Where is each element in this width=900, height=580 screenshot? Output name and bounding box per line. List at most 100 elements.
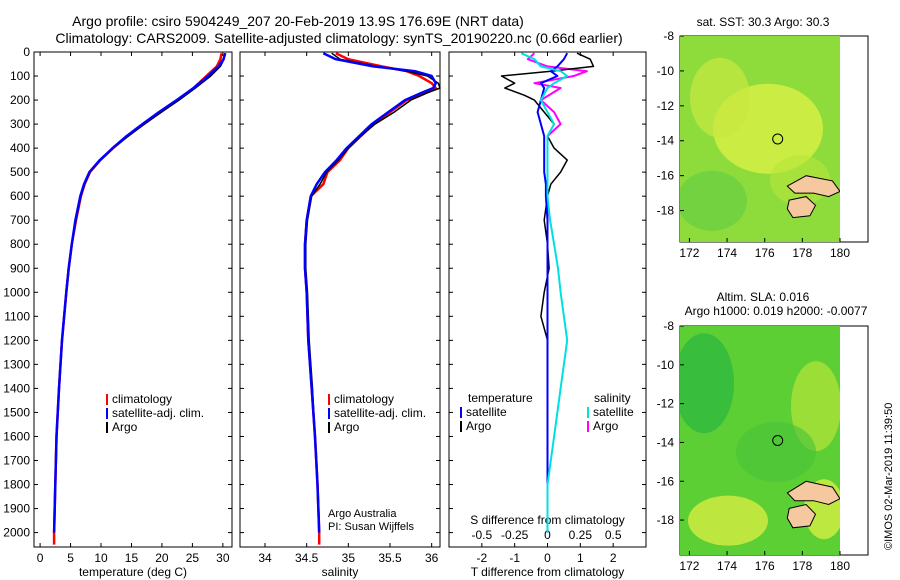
sla-ytick-label: -12 [657, 397, 675, 411]
temperature-xtick-label: 20 [155, 551, 169, 565]
timestamp-stamp: ©IMOS 02-Mar-2019 11:39:50 [883, 403, 895, 550]
temperature-xtick-label: 5 [67, 551, 74, 565]
sst-ytick-label: -8 [663, 29, 674, 43]
difference-xtick-label: 1 [577, 551, 584, 565]
sla-xtick-label: 174 [717, 559, 737, 573]
sst-ytick-label: -14 [657, 134, 675, 148]
sst-xtick-label: 180 [830, 246, 850, 260]
salinity-xlabel: salinity [322, 565, 359, 579]
legend-title-salinity: salinity [594, 391, 631, 405]
difference-xtick-label: -1 [509, 551, 520, 565]
legend-label-sal-sat: satellite-adj. clim. [334, 406, 426, 420]
sla-map-panel: -8 -10 -12 -14 -16 -18 172 174 176 178 180 Altim. S… [657, 290, 869, 573]
sla-ytick-label: -18 [657, 513, 675, 527]
sst-field [680, 36, 840, 242]
salinity-diff-tick-label: 0 [544, 528, 551, 542]
sla-ytick-label: -16 [657, 474, 675, 488]
depth-tick-label: 1900 [3, 502, 30, 516]
sla-land-0 [786, 480, 840, 506]
legend-label-temp-sat: satellite-adj. clim. [112, 406, 204, 420]
sst-xtick-label: 172 [679, 246, 699, 260]
title-line2: Climatology: CARS2009. Satellite-adjuste… [55, 30, 622, 46]
sst-land-1 [786, 196, 817, 219]
legend-title-temperature: temperature [468, 391, 533, 405]
sla-profile-location-marker [772, 435, 784, 446]
salinity-diff-satellite-line [520, 52, 569, 533]
sla-xtick-label: 172 [679, 559, 699, 573]
depth-tick-label: 800 [10, 237, 30, 251]
legend-label-sdiff-argo: Argo [593, 419, 619, 433]
sla-field-patch [736, 421, 816, 482]
sst-ytick-label: -16 [657, 169, 675, 183]
depth-tick-label: 1400 [3, 381, 30, 395]
depth-tick-label: 1300 [3, 357, 30, 371]
sst-ytick-label: -12 [657, 99, 675, 113]
legend-label-sdiff-sat: satellite [593, 405, 634, 419]
difference-xtick-label: -2 [476, 551, 487, 565]
depth-tick-label: 1100 [4, 309, 30, 323]
sst-field-patch [690, 57, 750, 138]
temperature-frame [33, 51, 233, 548]
temperature-xtick-label: 30 [216, 551, 230, 565]
sla-land-1 [786, 503, 817, 529]
sst-ytick-label: -10 [657, 64, 675, 78]
salinity-diff-tick-label: -0.25 [501, 528, 529, 542]
legend-label-temp-argo: Argo [112, 420, 138, 434]
depth-tick-label: 1600 [3, 429, 30, 443]
depth-tick-label: 600 [10, 189, 30, 203]
salinity-xtick-label: 36 [425, 551, 439, 565]
sla-ytick-label: -14 [657, 435, 675, 449]
salinity-satellite-line [303, 52, 438, 533]
salinity-diff-tick-label: 0.5 [605, 528, 622, 542]
temperature-xlabel: temperature (deg C) [79, 565, 187, 579]
sst-ytick-label: -18 [657, 204, 675, 218]
depth-tick-label: 2000 [3, 526, 30, 540]
salinity-panel: 34 34.5 35 35.5 36 salinity climatologysatelli… [239, 51, 441, 579]
sst-map-panel: -8 -10 -12 -14 -16 -18 172 174 176 178 180 sat. SST… [657, 15, 869, 260]
legend-label-sal-argo: Argo [334, 420, 360, 434]
sst-title: sat. SST: 30.3 Argo: 30.3 [697, 15, 830, 29]
sla-xtick-label: 180 [830, 559, 850, 573]
depth-tick-label: 400 [10, 141, 30, 155]
sla-field [680, 326, 840, 555]
salinity-xtick-label: 34 [258, 551, 272, 565]
difference-xtick-label: 2 [610, 551, 617, 565]
sst-xtick-label: 178 [792, 246, 812, 260]
difference-xlabel: T difference from climatology [471, 565, 625, 579]
legend-label-sal-clim: climatology [334, 392, 394, 406]
sla-field-patch [688, 495, 768, 546]
depth-tick-label: 1000 [3, 285, 30, 299]
sst-profile-location-marker [772, 133, 784, 145]
sla-xtick-label: 176 [755, 559, 775, 573]
depth-tick-label: 500 [10, 165, 30, 179]
salinity-frame [239, 51, 441, 548]
difference-xtick-label: 0 [544, 551, 551, 565]
salinity-xtick-label: 35.5 [378, 551, 402, 565]
salinity-diff-tick-label: 0.25 [569, 528, 593, 542]
depth-tick-label: 0 [23, 45, 30, 59]
sst-field-patch [680, 170, 747, 231]
sla-title: Altim. SLA: 0.016 [717, 290, 810, 304]
depth-tick-label: 1200 [3, 333, 30, 347]
legend-label-tdiff-sat: satellite [466, 405, 507, 419]
credit-pi: PI: Susan Wijffels [328, 521, 414, 533]
salinity-diff-tick-label: -0.5 [471, 528, 492, 542]
sla-field-patch [791, 361, 840, 452]
sst-land-0 [786, 175, 840, 198]
depth-tick-label: 100 [10, 69, 30, 83]
temperature-panel: 0100200300400500600700800900100011001200… [3, 45, 233, 579]
sla-ytick-label: -10 [657, 358, 675, 372]
sst-xtick-label: 176 [755, 246, 775, 260]
temperature-xtick-label: 25 [186, 551, 200, 565]
sla-xtick-label: 178 [792, 559, 812, 573]
temperature-diff-argo-line [500, 52, 595, 521]
legend-label-temp-clim: climatology [112, 392, 172, 406]
depth-tick-label: 300 [10, 117, 30, 131]
depth-tick-label: 1800 [3, 478, 30, 492]
depth-tick-label: 200 [10, 93, 30, 107]
depth-tick-label: 1500 [3, 405, 30, 419]
credit-org: Argo Australia [328, 508, 397, 520]
sla-subtitle: Argo h1000: 0.019 h2000: -0.0077 [685, 304, 868, 318]
sst-xtick-label: 174 [717, 246, 737, 260]
